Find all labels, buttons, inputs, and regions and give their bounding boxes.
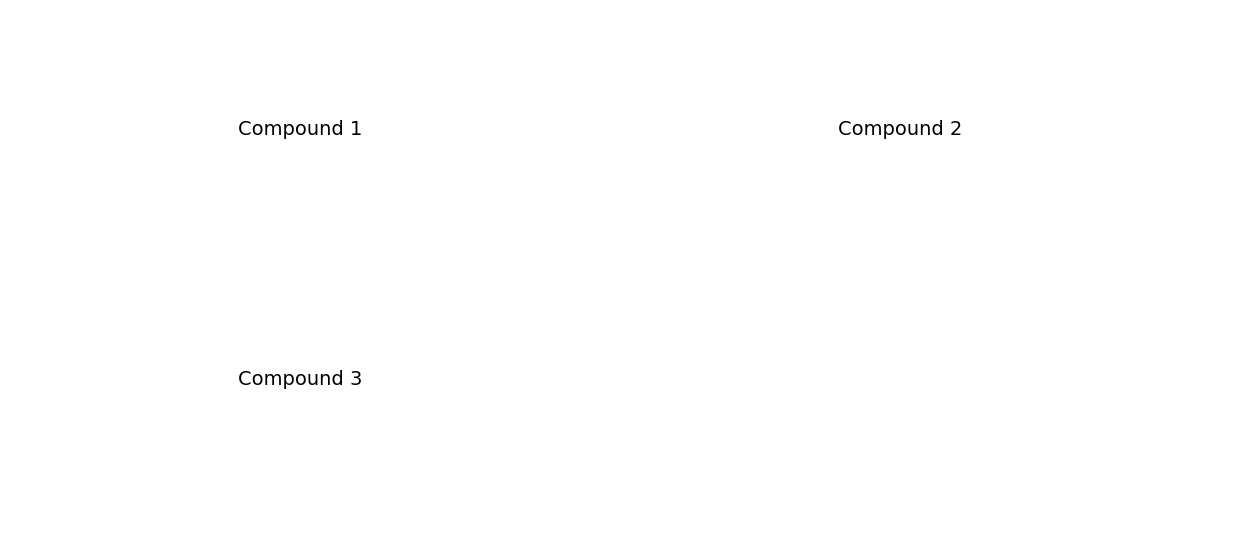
Text: Compound 1: Compound 1	[238, 120, 362, 139]
Text: Compound 3: Compound 3	[238, 370, 362, 389]
Text: Compound 2: Compound 2	[838, 120, 963, 139]
